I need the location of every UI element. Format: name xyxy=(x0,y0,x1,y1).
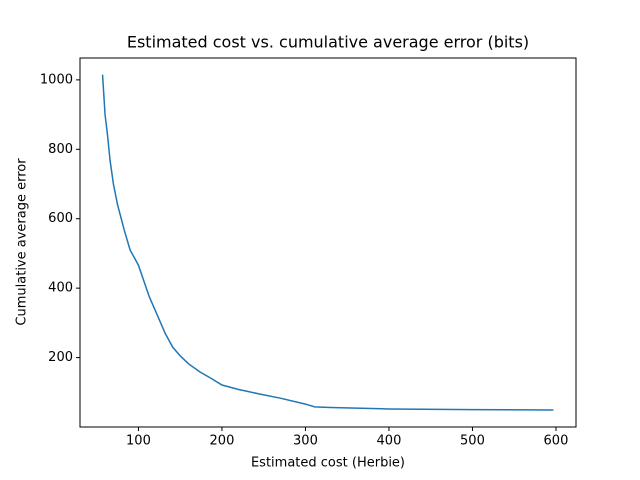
y-axis-label: Cumulative average error xyxy=(15,158,30,326)
x-tick-label: 200 xyxy=(210,434,235,449)
x-tick-label: 300 xyxy=(293,434,318,449)
x-tick-label: 500 xyxy=(460,434,485,449)
line xyxy=(101,74,554,411)
y-tick-label: 400 xyxy=(48,281,73,296)
plot-frame xyxy=(79,57,577,428)
x-tick-label: 600 xyxy=(544,434,569,449)
y-tick-label: 600 xyxy=(48,211,73,226)
x-axis-label: Estimated cost (Herbie) xyxy=(251,456,405,471)
x-tick-label: 400 xyxy=(377,434,402,449)
y-tick-label: 800 xyxy=(48,142,73,157)
x-tick-label: 100 xyxy=(126,434,151,449)
y-tick-label: 200 xyxy=(48,350,73,365)
y-tick-label: 1000 xyxy=(40,72,73,87)
chart-title: Estimated cost vs. cumulative average er… xyxy=(127,33,529,52)
